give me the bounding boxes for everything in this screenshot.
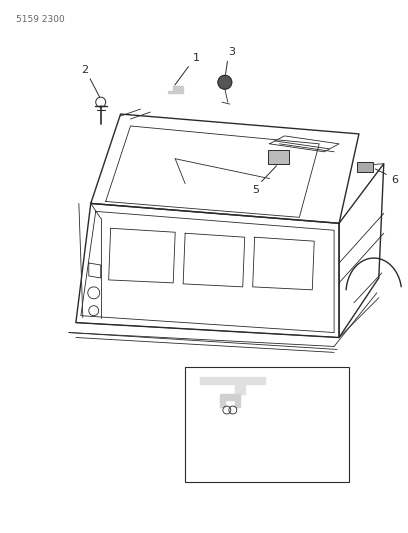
Polygon shape — [200, 377, 264, 394]
Circle shape — [218, 75, 232, 89]
Text: 2: 2 — [81, 66, 89, 75]
Bar — [357, 161, 373, 172]
Text: 6: 6 — [391, 175, 398, 184]
Bar — [268, 150, 289, 164]
Text: 1: 1 — [193, 53, 200, 63]
Polygon shape — [168, 86, 183, 93]
Text: 3: 3 — [228, 47, 235, 58]
Text: 4: 4 — [221, 415, 228, 425]
Bar — [185, 367, 349, 481]
Text: 5: 5 — [252, 184, 259, 195]
Polygon shape — [220, 394, 240, 407]
Text: 5159 2300: 5159 2300 — [16, 15, 65, 24]
